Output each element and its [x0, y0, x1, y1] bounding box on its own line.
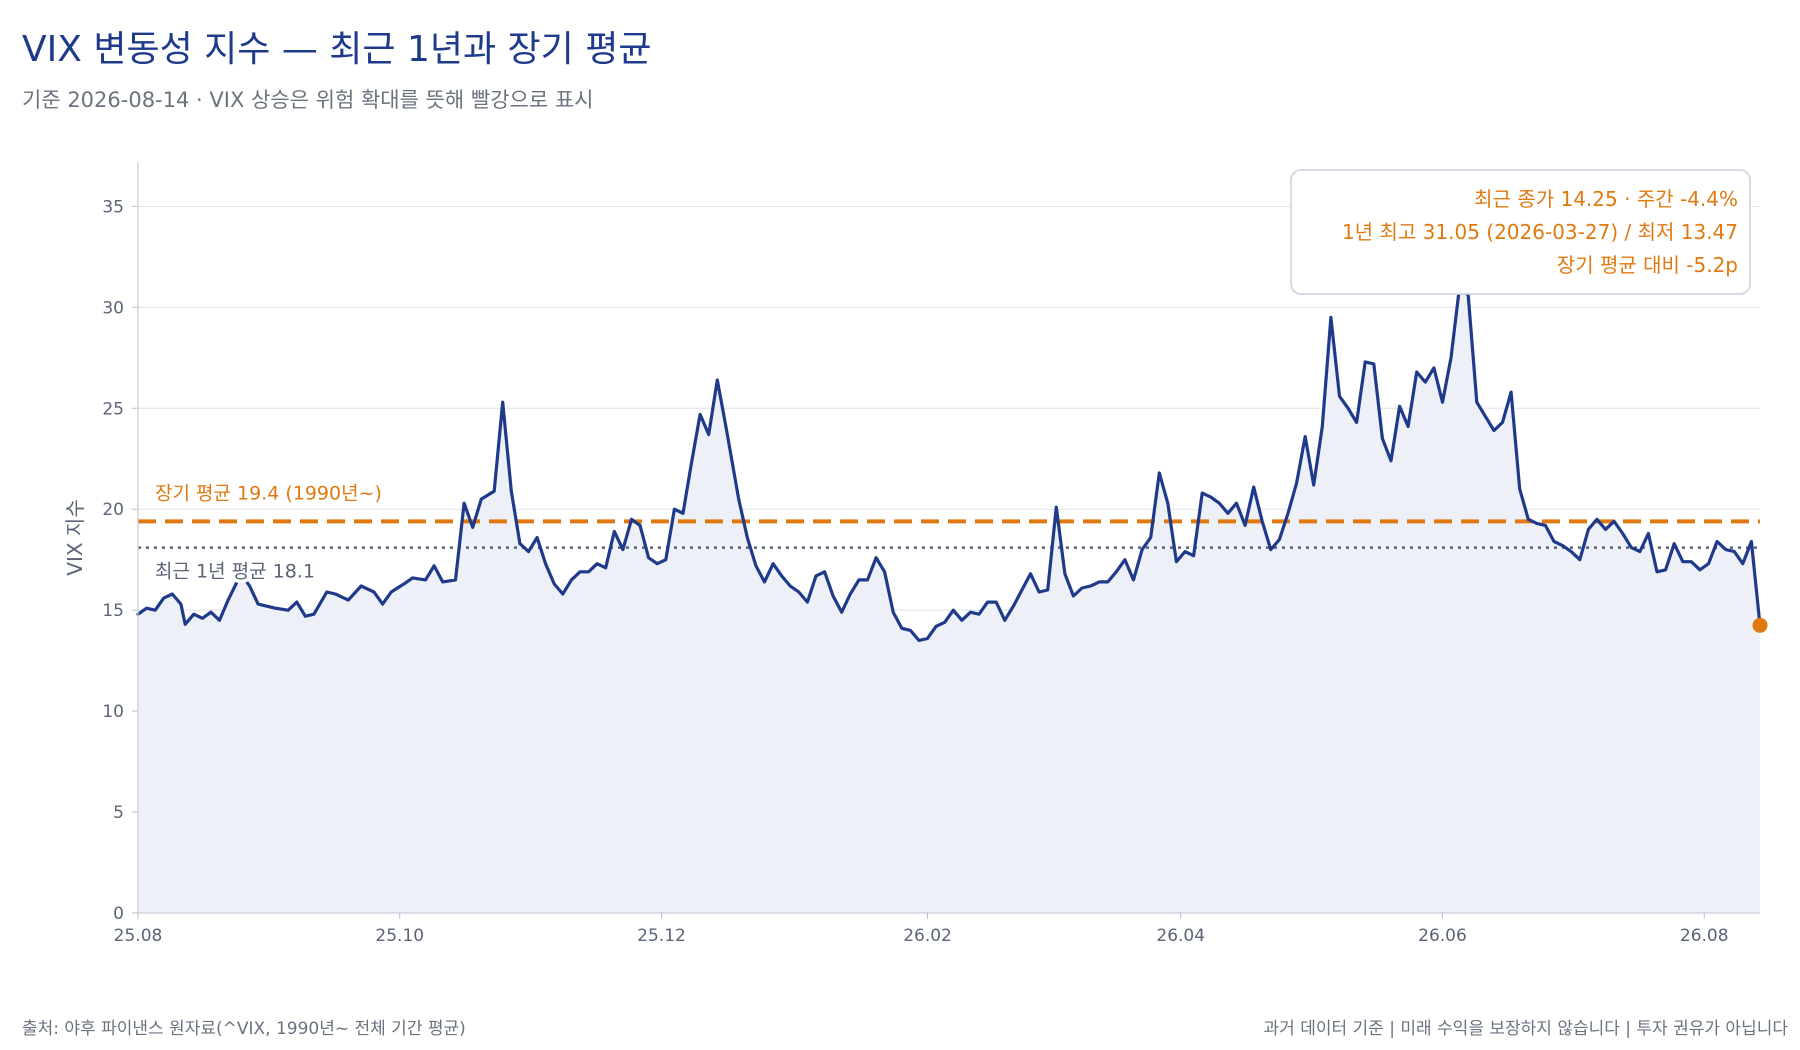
info-line1: 최근 종가 14.25 · 주간 -4.4%: [1474, 187, 1738, 211]
x-tick-label: 26.06: [1418, 926, 1467, 946]
y-tick-label: 10: [102, 702, 124, 722]
y-tick-label: 15: [102, 601, 124, 621]
y-tick-label: 5: [113, 803, 124, 823]
info-box-frame: [1290, 169, 1751, 295]
x-tick-label: 25.10: [375, 926, 424, 946]
x-tick-label: 25.12: [637, 926, 686, 946]
y-tick-label: 35: [102, 197, 124, 217]
x-tick-label: 25.08: [114, 926, 163, 946]
area-fill-layer: [138, 286, 1760, 913]
last-close-point: [1752, 617, 1768, 633]
y-tick-label: 0: [113, 904, 124, 924]
reference-labels: 장기 평균 19.4 (1990년~)장기 평균 19.4 (1990년~) 최근…: [152, 479, 386, 586]
info-line2: 1년 최고 31.05 (2026-03-27) / 최저 13.47: [1342, 220, 1738, 244]
disclaimer-note: 과거 데이터 기준 | 미래 수익을 보장하지 않습니다 | 투자 권유가 아닙…: [1263, 1019, 1788, 1039]
long-average-label-group: 장기 평균 19.4 (1990년~)장기 평균 19.4 (1990년~): [152, 479, 386, 508]
vix-series-line: [136, 284, 1762, 643]
x-tick-label: 26.02: [903, 926, 952, 946]
area-fill: [138, 286, 1760, 913]
long-average-label-halo: 장기 평균 19.4 (1990년~): [155, 482, 382, 504]
y-tick-label: 25: [102, 399, 124, 419]
source-note: 출처: 야후 파이낸스 원자료(^VIX, 1990년~ 전체 기간 평균): [22, 1019, 466, 1039]
year-average-label-halo: 최근 1년 평균 18.1: [155, 561, 315, 583]
year-average-label-group: 최근 1년 평균 18.1최근 1년 평균 18.1: [152, 557, 319, 586]
y-axis-label: VIX 지수: [63, 499, 87, 575]
x-tick-label: 26.04: [1156, 926, 1205, 946]
series-line-layer: [136, 284, 1768, 643]
page-subtitle: 기준 2026-08-14 · VIX 상승은 위험 확대를 뜻해 빨강으로 표…: [22, 88, 594, 112]
axes: 0 5 10 15 20 25 30 35 25.08 25.10 25.12 26.02 26.04 2…: [63, 162, 1760, 946]
info-box: 최근 종가 14.25 · 주간 -4.4% 1년 최고 31.05 (2026-…: [1290, 169, 1751, 295]
long-average-label: 장기 평균 19.4 (1990년~): [155, 482, 382, 504]
info-line3: 장기 평균 대비 -5.2p: [1557, 253, 1738, 277]
x-tick-label: 26.08: [1680, 926, 1729, 946]
year-average-label: 최근 1년 평균 18.1: [155, 561, 315, 583]
y-tick-label: 20: [102, 500, 124, 520]
reference-lines: [138, 519, 1760, 549]
y-tick-label: 30: [102, 298, 124, 318]
page-title: VIX 변동성 지수 — 최근 1년과 장기 평균: [22, 29, 652, 70]
